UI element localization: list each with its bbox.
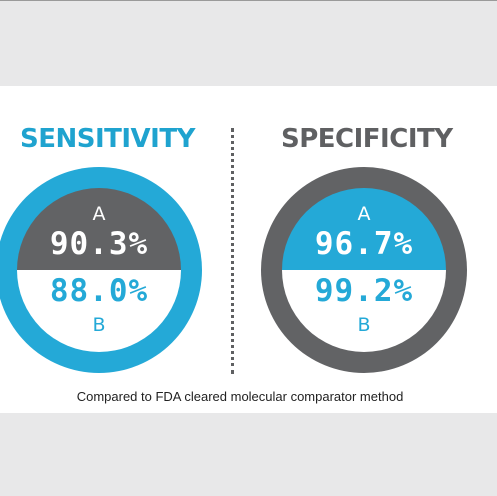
top-border-line bbox=[0, 0, 497, 1]
sensitivity-ring: A 90.3% 88.0% B bbox=[0, 167, 202, 373]
specificity-top-half: A 96.7% bbox=[282, 188, 446, 270]
sensitivity-value-b: 88.0% bbox=[49, 273, 149, 309]
sensitivity-heading: SENSITIVITY bbox=[20, 124, 195, 154]
specificity-inner-circle: A 96.7% 99.2% B bbox=[282, 188, 446, 352]
sensitivity-inner-circle: A 90.3% 88.0% B bbox=[17, 188, 181, 352]
sensitivity-label-b: B bbox=[92, 314, 106, 336]
sensitivity-top-half: A 90.3% bbox=[17, 188, 181, 270]
sensitivity-label-a: A bbox=[92, 203, 106, 225]
footnote-text: Compared to FDA cleared molecular compar… bbox=[76, 389, 404, 404]
sensitivity-bottom-half: 88.0% B bbox=[17, 270, 181, 352]
specificity-value-a: 96.7% bbox=[314, 226, 414, 262]
specificity-label-b: B bbox=[357, 314, 371, 336]
specificity-heading: SPECIFICITY bbox=[281, 124, 453, 154]
specificity-bottom-half: 99.2% B bbox=[282, 270, 446, 352]
specificity-label-a: A bbox=[357, 203, 371, 225]
sensitivity-value-a: 90.3% bbox=[49, 226, 149, 262]
specificity-ring: A 96.7% 99.2% B bbox=[261, 167, 467, 373]
dotted-divider bbox=[231, 128, 234, 374]
specificity-value-b: 99.2% bbox=[314, 273, 414, 309]
